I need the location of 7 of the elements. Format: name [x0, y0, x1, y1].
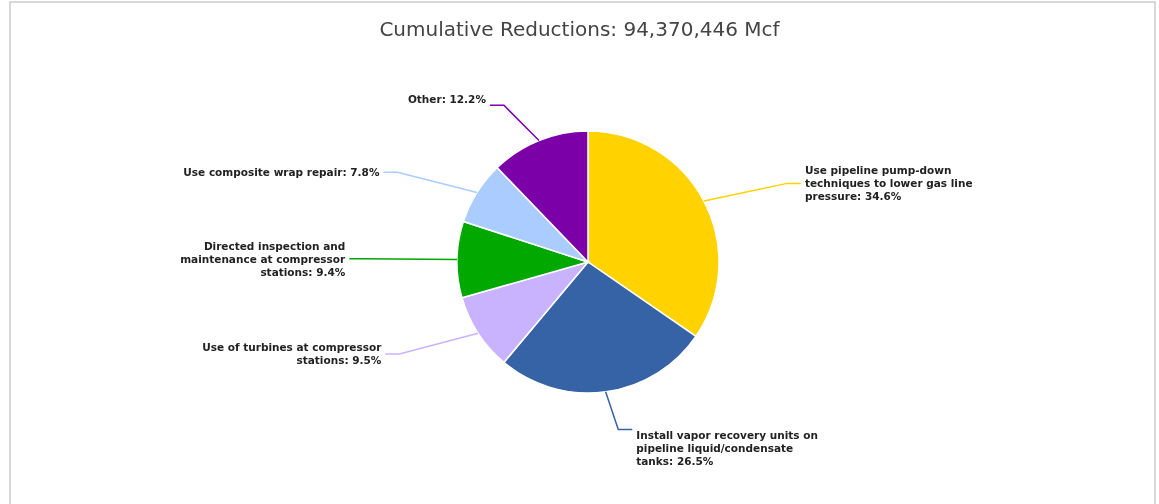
- slice-label: Install vapor recovery units on pipeline liquid/condensate tanks: 26.5%: [636, 429, 818, 468]
- slice-label: Other: 12.2%: [407, 93, 487, 106]
- slice-label: Use pipeline pump-down techniques to lower gas line pressure: 34.6%: [804, 164, 973, 203]
- slice-label: Use composite wrap repair: 7.8%: [183, 166, 380, 179]
- slice-label: Use of turbines at compressor stations: 9.5%: [202, 341, 383, 367]
- chart-title: Cumulative Reductions: 94,370,446 Mcf: [379, 17, 781, 41]
- slice-label: Directed inspection and maintenance at compressor stations: 9.4%: [180, 239, 347, 278]
